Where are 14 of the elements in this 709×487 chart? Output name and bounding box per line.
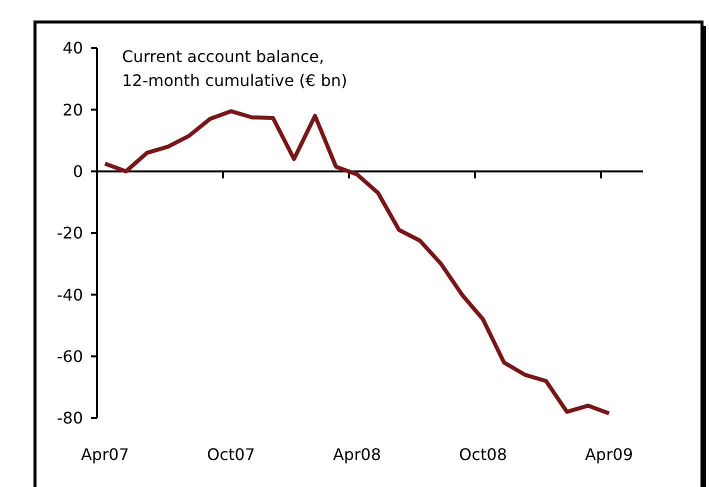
- y-tick-label: -40: [56, 285, 83, 304]
- y-tick-label: -20: [56, 224, 83, 243]
- annotation: Current account balance, 12-month cumulative (€ bn): [122, 47, 348, 90]
- y-tick-label: 40: [62, 38, 83, 58]
- line-series: [103, 109, 611, 416]
- x-tick-label: Apr09: [584, 445, 634, 464]
- x-tick-label: Oct08: [458, 445, 508, 464]
- x-tick-label: Oct07: [206, 445, 256, 464]
- x-tick-label: Apr08: [332, 445, 382, 464]
- y-tick-label: 20: [62, 100, 83, 120]
- x-tick-label: Apr07: [80, 445, 130, 464]
- y-tick-label: -80: [56, 408, 83, 428]
- y-tick-label: -60: [56, 346, 83, 366]
- y-tick-label: 0: [72, 162, 83, 181]
